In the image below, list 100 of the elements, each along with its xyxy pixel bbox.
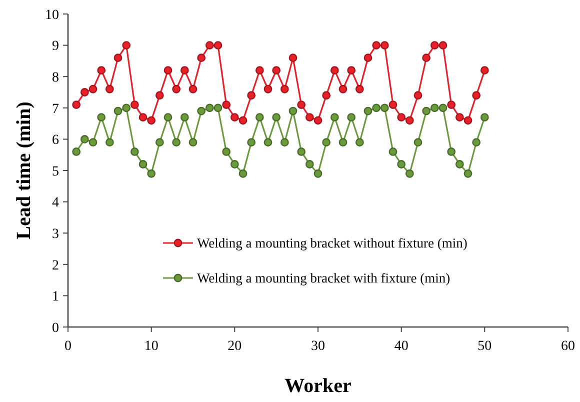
point (138, 113, 148, 122)
y-tick-label: 5 (52, 164, 59, 180)
point (464, 169, 472, 178)
point (330, 113, 339, 122)
point (355, 138, 364, 147)
point (264, 138, 272, 147)
y-tick-label: 3 (52, 227, 59, 242)
point (405, 116, 414, 125)
point (372, 41, 381, 50)
point (438, 41, 448, 50)
point (414, 91, 422, 100)
point (88, 138, 98, 147)
point (80, 135, 89, 144)
point (397, 160, 406, 168)
legend-label: Welding a mounting bracket without fixture (min) (197, 236, 468, 251)
point (122, 41, 131, 50)
point (214, 104, 222, 112)
point (97, 113, 106, 122)
point (414, 138, 422, 147)
point (438, 104, 448, 112)
point (255, 113, 264, 122)
point (114, 54, 122, 62)
point (138, 160, 148, 168)
point (80, 88, 89, 96)
point (380, 104, 389, 112)
point (147, 169, 156, 178)
x-tick-label: 60 (561, 339, 575, 354)
point (222, 148, 231, 156)
point (455, 113, 464, 122)
point (472, 91, 481, 100)
point (188, 84, 198, 94)
point (172, 84, 181, 94)
point (288, 106, 298, 116)
point (180, 66, 189, 75)
y-tick-label: 8 (52, 70, 59, 86)
point (380, 41, 389, 50)
point (338, 84, 348, 94)
point (372, 104, 381, 112)
point (314, 169, 322, 178)
point (72, 148, 81, 156)
point (147, 116, 156, 125)
x-tick-label: 40 (394, 339, 408, 354)
point (97, 66, 106, 75)
point (155, 138, 164, 147)
y-tick-label: 0 (52, 320, 59, 336)
point (297, 148, 306, 156)
point (247, 138, 256, 147)
point (430, 41, 439, 50)
point (455, 160, 464, 168)
point (430, 104, 439, 112)
point (230, 113, 239, 122)
point (238, 169, 248, 178)
y-tick-label: 2 (52, 258, 59, 274)
y-tick-label: 10 (45, 8, 59, 23)
point (314, 116, 322, 125)
point (347, 113, 356, 122)
point (305, 160, 314, 168)
point (272, 66, 281, 75)
y-axis-title: Lead time (min) (13, 102, 35, 240)
point (214, 41, 222, 50)
point (114, 106, 122, 116)
point (197, 106, 206, 116)
point (247, 91, 256, 100)
point (180, 113, 189, 122)
point (338, 138, 348, 147)
point (288, 54, 298, 62)
point (172, 138, 181, 147)
point (464, 116, 472, 125)
point (155, 91, 164, 100)
point (230, 160, 239, 168)
x-tick-label: 50 (478, 339, 492, 354)
point (297, 100, 306, 109)
x-tick-label: 20 (228, 339, 242, 354)
point (164, 113, 172, 122)
point (205, 104, 214, 112)
y-tick-label: 9 (52, 39, 59, 54)
x-tick-label: 0 (64, 339, 72, 354)
point (130, 148, 139, 156)
x-tick-label: 10 (144, 339, 158, 354)
y-tick-label: 1 (52, 290, 59, 305)
point (355, 84, 364, 94)
legend-label: Welding a mounting bracket with fixture (min) (197, 270, 450, 286)
point (364, 106, 372, 116)
point (405, 169, 414, 178)
point (238, 116, 248, 125)
point (222, 100, 231, 109)
point (422, 54, 431, 62)
y-tick-label: 4 (52, 196, 59, 211)
point (197, 54, 206, 62)
point (364, 54, 372, 62)
point (122, 104, 131, 112)
point (388, 148, 398, 156)
point (480, 113, 489, 122)
point (205, 41, 214, 50)
x-axis-title: Worker (284, 375, 352, 397)
point (472, 138, 481, 147)
point (280, 84, 289, 94)
point (422, 106, 431, 116)
point (322, 91, 331, 100)
point (397, 113, 406, 122)
